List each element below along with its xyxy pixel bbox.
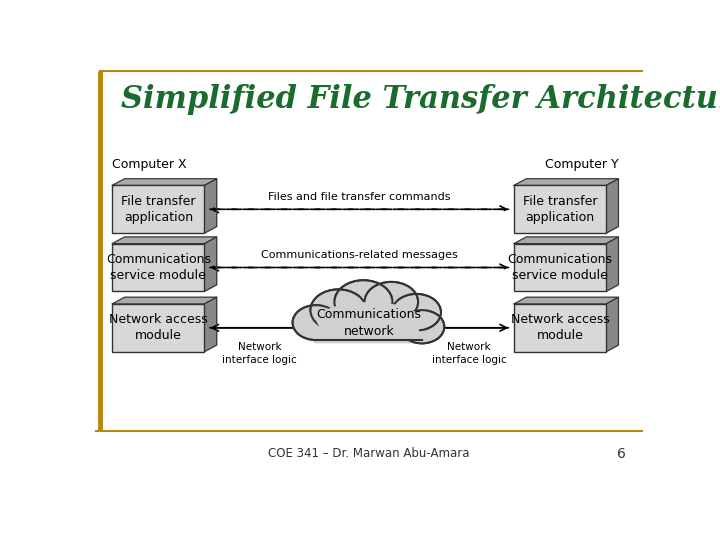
Text: Network access
module: Network access module — [510, 313, 610, 342]
Polygon shape — [112, 179, 217, 185]
Circle shape — [292, 305, 339, 340]
Polygon shape — [112, 297, 217, 304]
Polygon shape — [204, 179, 217, 233]
Text: Network
interface logic: Network interface logic — [222, 342, 297, 365]
Circle shape — [400, 310, 444, 343]
Bar — [514, 185, 606, 233]
Bar — [112, 304, 204, 352]
Circle shape — [364, 282, 418, 322]
Ellipse shape — [307, 298, 431, 339]
Polygon shape — [112, 237, 217, 244]
Text: Computer Y: Computer Y — [545, 158, 618, 171]
Circle shape — [392, 294, 441, 330]
Text: Files and file transfer commands: Files and file transfer commands — [268, 192, 451, 202]
Polygon shape — [606, 237, 618, 292]
Bar — [514, 304, 606, 352]
Circle shape — [334, 280, 392, 323]
Polygon shape — [606, 297, 618, 352]
Text: Communications-related messages: Communications-related messages — [261, 250, 458, 260]
Polygon shape — [204, 237, 217, 292]
Text: Communications
service module: Communications service module — [106, 253, 211, 282]
Bar — [112, 185, 204, 233]
Text: COE 341 – Dr. Marwan Abu-Amara: COE 341 – Dr. Marwan Abu-Amara — [269, 447, 469, 460]
Text: File transfer
application: File transfer application — [523, 195, 598, 224]
Polygon shape — [606, 179, 618, 233]
Polygon shape — [514, 297, 618, 304]
Text: 6: 6 — [617, 447, 626, 461]
Polygon shape — [204, 297, 217, 352]
Bar — [514, 244, 606, 292]
Polygon shape — [514, 237, 618, 244]
Text: Network
interface logic: Network interface logic — [431, 342, 506, 365]
Text: Communications
service module: Communications service module — [508, 253, 613, 282]
Circle shape — [310, 289, 366, 331]
Text: Network access
module: Network access module — [109, 313, 208, 342]
Polygon shape — [514, 179, 618, 185]
Text: Computer X: Computer X — [112, 158, 187, 171]
Text: File transfer
application: File transfer application — [121, 195, 196, 224]
Bar — [112, 244, 204, 292]
Ellipse shape — [318, 303, 420, 338]
FancyBboxPatch shape — [313, 319, 425, 343]
Text: Communications
network: Communications network — [317, 308, 421, 338]
FancyBboxPatch shape — [319, 321, 419, 341]
Text: Simplified File Transfer Architecture: Simplified File Transfer Architecture — [121, 84, 720, 114]
